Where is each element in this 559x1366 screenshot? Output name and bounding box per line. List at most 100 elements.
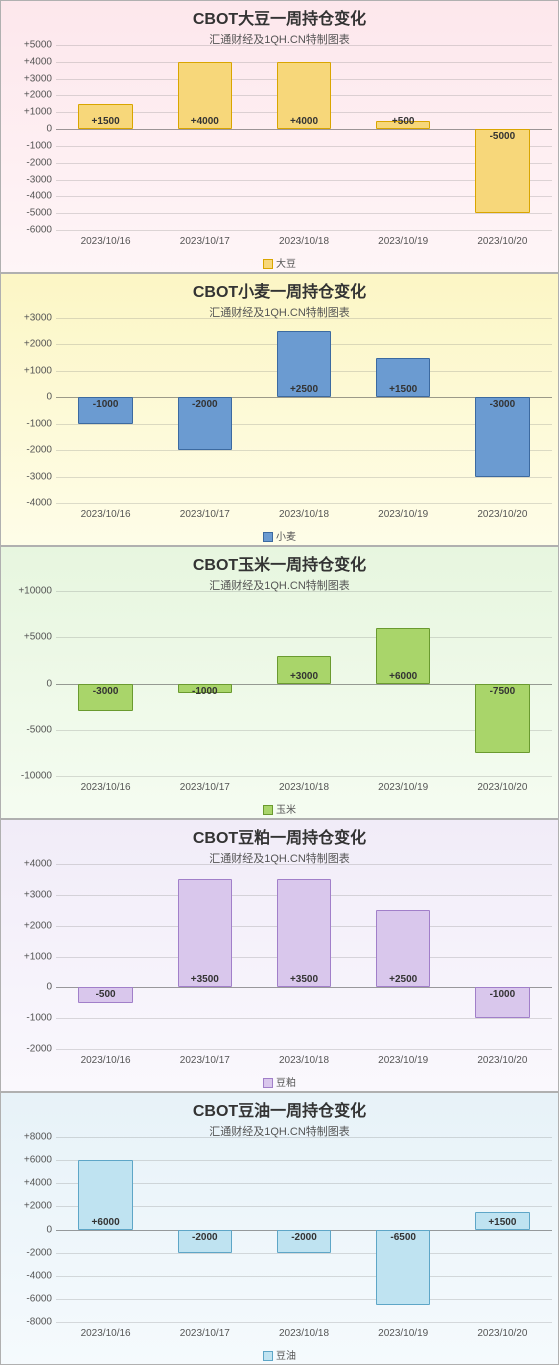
xtick-label: 2023/10/20 xyxy=(477,1055,527,1066)
bar-value-label: +4000 xyxy=(290,116,318,127)
legend-label: 玉米 xyxy=(276,805,296,816)
ytick-label: +2000 xyxy=(24,1201,52,1212)
ytick-label: +1000 xyxy=(24,107,52,118)
bar xyxy=(178,879,233,987)
ytick-label: -4000 xyxy=(26,1270,52,1281)
ytick-label: +8000 xyxy=(24,1132,52,1143)
bar-value-label: +4000 xyxy=(191,116,219,127)
legend: 玉米 xyxy=(1,801,558,816)
gridline xyxy=(56,591,552,592)
ytick-label: -10000 xyxy=(21,771,52,782)
legend-swatch xyxy=(263,805,273,815)
ytick-label: +3000 xyxy=(24,73,52,84)
legend-label: 豆粕 xyxy=(276,1078,296,1089)
ytick-label: -2000 xyxy=(26,1247,52,1258)
xtick-label: 2023/10/17 xyxy=(180,236,230,247)
xtick-label: 2023/10/16 xyxy=(81,1055,131,1066)
chart-panel-1: CBOT小麦一周持仓变化汇通财经及1QH.CN特制图表-4000-3000-20… xyxy=(0,273,559,546)
chart-panel-4: CBOT豆油一周持仓变化汇通财经及1QH.CN特制图表-8000-6000-40… xyxy=(0,1092,559,1365)
bar-value-label: -500 xyxy=(96,990,116,1001)
bar-value-label: +1500 xyxy=(488,1216,516,1227)
gridline xyxy=(56,1137,552,1138)
ytick-label: 0 xyxy=(46,1224,52,1235)
ytick-label: -2000 xyxy=(26,445,52,456)
xtick-label: 2023/10/19 xyxy=(378,1055,428,1066)
bar-value-label: +2500 xyxy=(389,974,417,985)
ytick-label: 0 xyxy=(46,678,52,689)
ytick-label: -6000 xyxy=(26,1293,52,1304)
xtick-label: 2023/10/16 xyxy=(81,236,131,247)
chart-title: CBOT小麦一周持仓变化 xyxy=(1,274,558,302)
xtick-label: 2023/10/16 xyxy=(81,1328,131,1339)
bar-value-label: -1000 xyxy=(192,686,218,697)
xtick-label: 2023/10/16 xyxy=(81,782,131,793)
gridline xyxy=(56,1276,552,1277)
xtick-label: 2023/10/20 xyxy=(477,1328,527,1339)
legend-swatch xyxy=(263,532,273,542)
xtick-label: 2023/10/19 xyxy=(378,236,428,247)
ytick-label: +3000 xyxy=(24,889,52,900)
ytick-label: -4000 xyxy=(26,191,52,202)
bar-value-label: +1500 xyxy=(389,384,417,395)
bar-value-label: -2000 xyxy=(192,399,218,410)
bar-value-label: +3500 xyxy=(290,974,318,985)
ytick-label: -5000 xyxy=(26,208,52,219)
ytick-label: -1000 xyxy=(26,1013,52,1024)
ytick-label: -6000 xyxy=(26,225,52,236)
legend-label: 小麦 xyxy=(276,532,296,543)
bar-value-label: -3000 xyxy=(490,399,516,410)
legend-label: 豆油 xyxy=(276,1351,296,1362)
ytick-label: 0 xyxy=(46,982,52,993)
ytick-label: -5000 xyxy=(26,724,52,735)
bar-value-label: -2000 xyxy=(291,1232,317,1243)
xtick-label: 2023/10/19 xyxy=(378,1328,428,1339)
xtick-label: 2023/10/18 xyxy=(279,1328,329,1339)
gridline xyxy=(56,776,552,777)
xtick-label: 2023/10/17 xyxy=(180,782,230,793)
gridline xyxy=(56,503,552,504)
ytick-label: -3000 xyxy=(26,174,52,185)
legend: 小麦 xyxy=(1,528,558,543)
ytick-label: -8000 xyxy=(26,1317,52,1328)
xtick-label: 2023/10/18 xyxy=(279,509,329,520)
chart-title: CBOT大豆一周持仓变化 xyxy=(1,1,558,29)
gridline xyxy=(56,1049,552,1050)
xtick-label: 2023/10/17 xyxy=(180,1055,230,1066)
ytick-label: -2000 xyxy=(26,157,52,168)
ytick-label: 0 xyxy=(46,392,52,403)
bar xyxy=(277,879,332,987)
gridline xyxy=(56,1018,552,1019)
gridline xyxy=(56,318,552,319)
ytick-label: +5000 xyxy=(24,632,52,643)
bar-value-label: -2000 xyxy=(192,1232,218,1243)
bar-value-label: -1000 xyxy=(93,399,119,410)
bar-value-label: -3000 xyxy=(93,686,119,697)
legend-swatch xyxy=(263,1078,273,1088)
bar-value-label: +3500 xyxy=(191,974,219,985)
legend-label: 大豆 xyxy=(276,259,296,270)
chart-panel-2: CBOT玉米一周持仓变化汇通财经及1QH.CN特制图表-10000-50000+… xyxy=(0,546,559,819)
ytick-label: -2000 xyxy=(26,1044,52,1055)
xtick-label: 2023/10/20 xyxy=(477,509,527,520)
legend: 豆粕 xyxy=(1,1074,558,1089)
gridline xyxy=(56,213,552,214)
bar-value-label: +500 xyxy=(392,116,415,127)
plot-area: -8000-6000-4000-20000+2000+4000+6000+800… xyxy=(56,1137,552,1322)
gridline xyxy=(56,45,552,46)
xtick-label: 2023/10/18 xyxy=(279,1055,329,1066)
ytick-label: -4000 xyxy=(26,498,52,509)
xtick-label: 2023/10/19 xyxy=(378,782,428,793)
ytick-label: -1000 xyxy=(26,140,52,151)
gridline xyxy=(56,477,552,478)
ytick-label: +3000 xyxy=(24,313,52,324)
ytick-label: +10000 xyxy=(18,586,52,597)
chart-panel-3: CBOT豆粕一周持仓变化汇通财经及1QH.CN特制图表-2000-10000+1… xyxy=(0,819,559,1092)
xtick-label: 2023/10/16 xyxy=(81,509,131,520)
xtick-label: 2023/10/19 xyxy=(378,509,428,520)
bar-value-label: -1000 xyxy=(490,990,516,1001)
chart-title: CBOT玉米一周持仓变化 xyxy=(1,547,558,575)
bar-value-label: -5000 xyxy=(490,131,516,142)
charts-container: CBOT大豆一周持仓变化汇通财经及1QH.CN特制图表-6000-5000-40… xyxy=(0,0,559,1365)
xtick-label: 2023/10/20 xyxy=(477,236,527,247)
bar-value-label: +6000 xyxy=(389,670,417,681)
